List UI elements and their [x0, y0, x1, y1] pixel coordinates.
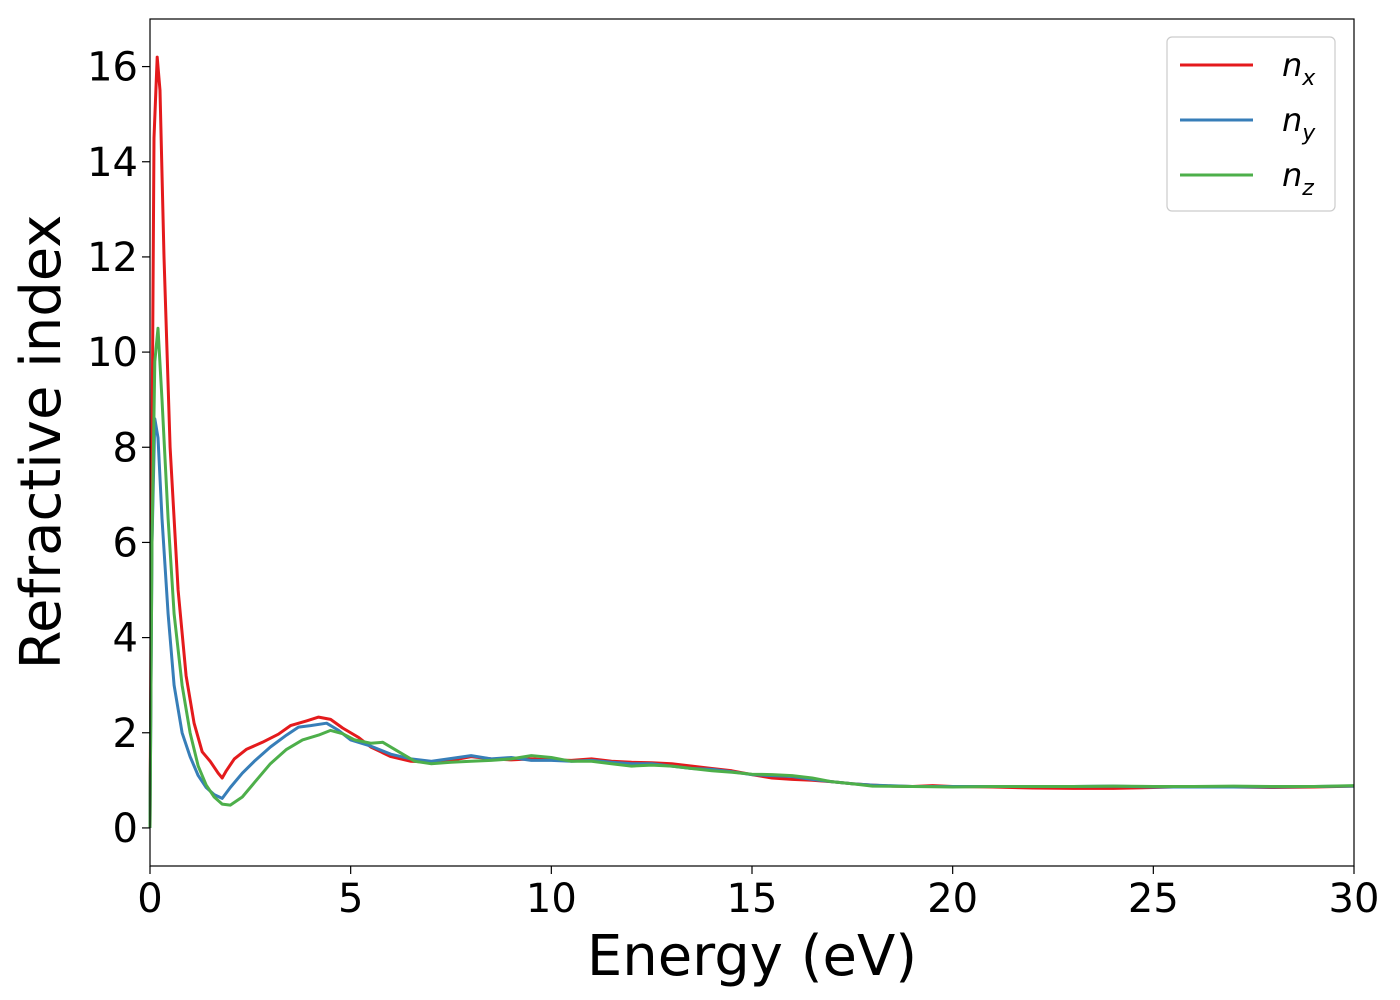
- series-line-nz: [148, 326, 1355, 828]
- y-tick-label: 8: [113, 425, 138, 471]
- y-axis-ticks: 0 2 4 6 8 10 12 14 16: [87, 45, 150, 852]
- y-tick-label: 0: [113, 806, 138, 852]
- x-tick-label: 20: [927, 876, 978, 922]
- x-tick-label: 30: [1329, 876, 1380, 922]
- y-tick-label: 10: [87, 330, 138, 376]
- y-axis-title: Refractive index: [9, 215, 74, 670]
- plot-background: [150, 19, 1354, 866]
- x-tick-label: 10: [526, 876, 577, 922]
- x-axis-title: Energy (eV): [587, 924, 917, 989]
- y-tick-label: 4: [113, 616, 138, 662]
- legend-label-ny: ny: [1282, 101, 1316, 146]
- x-tick-label: 5: [338, 876, 363, 922]
- y-tick-label: 14: [87, 140, 138, 186]
- y-tick-label: 6: [113, 520, 138, 566]
- x-tick-label: 25: [1128, 876, 1179, 922]
- x-tick-label: 0: [137, 876, 162, 922]
- y-tick-label: 12: [87, 235, 138, 281]
- x-axis-ticks: 0 5 10 15 20 25 30: [137, 866, 1379, 922]
- x-tick-label: 15: [727, 876, 778, 922]
- y-tick-label: 16: [87, 45, 138, 91]
- y-tick-label: 2: [113, 711, 138, 757]
- legend-frame: [1166, 36, 1336, 212]
- series-layer: [148, 55, 1355, 828]
